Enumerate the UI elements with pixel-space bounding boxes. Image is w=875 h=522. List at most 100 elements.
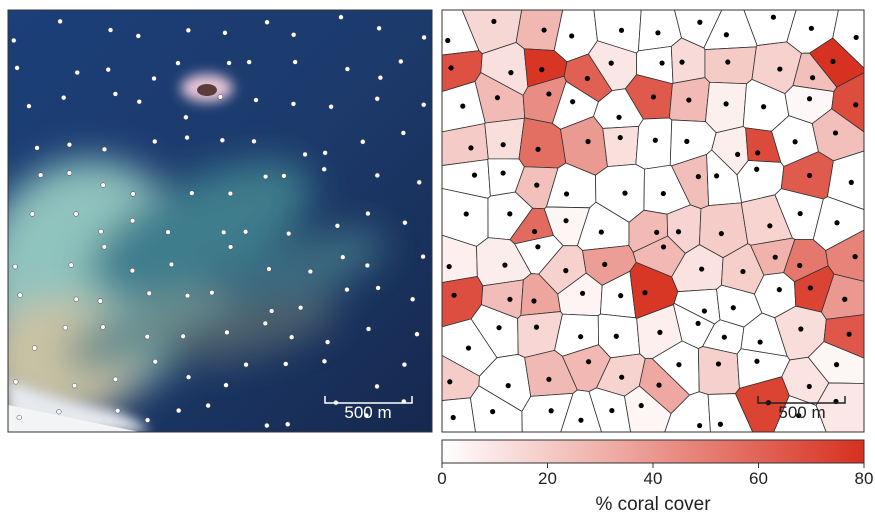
site-dot xyxy=(269,309,274,314)
site-dot xyxy=(468,145,473,150)
site-dot xyxy=(224,383,229,388)
site-dot xyxy=(507,211,512,216)
site-dot xyxy=(252,139,257,144)
site-dot xyxy=(375,384,380,389)
site-dot xyxy=(771,15,776,20)
site-dot xyxy=(176,61,181,66)
site-dot xyxy=(656,383,661,388)
site-dot xyxy=(777,287,782,292)
site-dot xyxy=(702,308,707,313)
site-dot xyxy=(754,167,759,172)
site-dot xyxy=(490,409,495,414)
site-dot xyxy=(67,171,72,176)
site-dot xyxy=(291,101,296,106)
site-dot xyxy=(464,211,469,216)
site-dot xyxy=(546,377,551,382)
site-dot xyxy=(106,67,111,72)
satellite-image xyxy=(0,10,432,432)
voronoi-cell xyxy=(603,126,639,166)
site-dot xyxy=(145,334,150,339)
site-dot xyxy=(247,60,252,65)
site-dot xyxy=(541,27,546,32)
site-dot xyxy=(716,361,721,366)
site-dot xyxy=(614,334,619,339)
site-dot xyxy=(535,147,540,152)
site-dot xyxy=(735,152,740,157)
site-dot xyxy=(616,115,621,120)
site-dot xyxy=(448,65,453,70)
site-dot xyxy=(578,418,583,423)
site-dot xyxy=(209,290,214,295)
scale-label: 500 m xyxy=(344,403,391,422)
site-dot xyxy=(580,291,585,296)
site-dot xyxy=(532,229,537,234)
site-dot xyxy=(308,269,313,274)
site-dot xyxy=(360,139,365,144)
site-dot xyxy=(181,334,186,339)
site-dot xyxy=(113,92,118,97)
site-dot xyxy=(98,299,103,304)
site-dot xyxy=(378,75,383,80)
site-dot xyxy=(345,287,350,292)
site-dot xyxy=(254,98,259,103)
site-dot xyxy=(619,28,624,33)
site-dot xyxy=(472,173,477,178)
site-dot xyxy=(686,97,691,102)
site-dot xyxy=(807,96,812,101)
site-dot xyxy=(761,104,766,109)
site-dot xyxy=(754,359,759,364)
site-dot xyxy=(810,75,815,80)
site-dot xyxy=(13,379,18,384)
site-dot xyxy=(773,255,778,260)
site-dot xyxy=(830,59,835,64)
site-dot xyxy=(740,269,745,274)
site-dot xyxy=(602,262,607,267)
site-dot xyxy=(501,170,506,175)
site-dot xyxy=(684,139,689,144)
site-dot xyxy=(183,115,188,120)
site-dot xyxy=(495,95,500,100)
site-dot xyxy=(415,332,420,337)
site-dot xyxy=(654,230,659,235)
site-dot xyxy=(228,191,233,196)
site-dot xyxy=(507,297,512,302)
site-dot xyxy=(108,28,113,33)
site-dot xyxy=(63,325,68,330)
site-dot xyxy=(227,61,232,66)
site-dot xyxy=(563,268,568,273)
site-dot xyxy=(286,231,291,236)
site-dot xyxy=(30,212,35,217)
site-dot xyxy=(793,139,798,144)
site-dot xyxy=(809,26,814,31)
site-dot xyxy=(534,183,539,188)
site-dot xyxy=(340,255,345,260)
site-dot xyxy=(564,191,569,196)
site-dot xyxy=(422,35,427,40)
site-dot xyxy=(808,285,813,290)
site-dot xyxy=(447,379,452,384)
site-dot xyxy=(152,76,157,81)
site-dot xyxy=(303,152,308,157)
site-dot xyxy=(11,38,16,43)
site-dot xyxy=(531,298,536,303)
site-dot xyxy=(502,263,507,268)
site-dot xyxy=(322,167,327,172)
site-dot xyxy=(725,59,730,64)
tick-label: 20 xyxy=(538,469,557,488)
site-dot xyxy=(101,325,106,330)
site-dot xyxy=(719,231,724,236)
site-dot xyxy=(833,130,838,135)
site-dot xyxy=(145,418,150,423)
site-dot xyxy=(697,20,702,25)
site-dot xyxy=(661,244,666,249)
site-dot xyxy=(61,95,66,100)
site-dot xyxy=(609,408,614,413)
site-dot xyxy=(618,293,623,298)
site-dot xyxy=(291,32,296,37)
site-dot xyxy=(223,30,228,35)
site-dot xyxy=(421,254,426,259)
tick-label: 0 xyxy=(437,469,446,488)
figure: 500 m 500 m % coral cover 020406080 xyxy=(0,0,875,517)
site-dot xyxy=(402,220,407,225)
site-dot xyxy=(585,76,590,81)
